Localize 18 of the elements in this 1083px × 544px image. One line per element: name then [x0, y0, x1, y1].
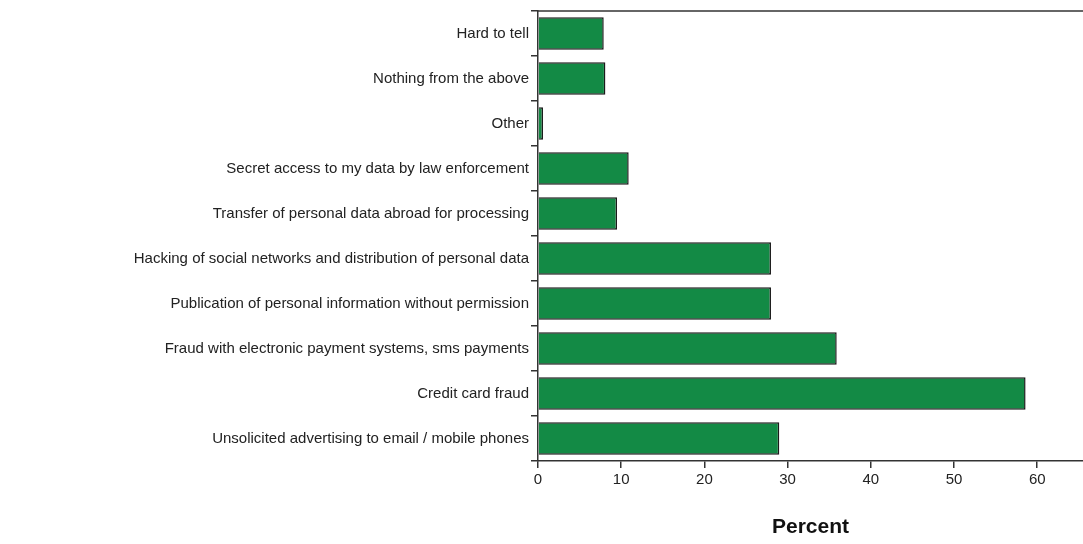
y-tick-label: Transfer of personal data abroad for processing [212, 203, 529, 221]
y-tick-label: Credit card fraud [417, 383, 529, 401]
y-tick-label: Unsolicited advertising to email / mobile phones [212, 428, 529, 446]
x-tick-label: 60 [1028, 470, 1046, 488]
x-tick-label: 30 [779, 470, 796, 488]
y-tick-label: Secret access to my data by law enforcement [226, 158, 530, 176]
y-tick-label: Fraud with electronic payment systems, sms payments [164, 338, 529, 356]
x-tick-label: 50 [945, 470, 963, 488]
y-tick-label: Nothing from the above [373, 68, 529, 86]
x-tick-label: 20 [696, 470, 713, 488]
y-tick-label: Hacking of social networks and distribution of personal data [133, 248, 530, 266]
x-tick-label: 0 [533, 470, 543, 488]
x-axis-title: Percent [771, 514, 850, 538]
y-tick-label: Publication of personal information without permission [170, 293, 529, 311]
y-tick-label: Other [491, 113, 529, 131]
x-tick-label: 40 [862, 470, 880, 488]
y-tick-label: Hard to tell [456, 23, 529, 41]
x-tick-label: 10 [612, 470, 630, 488]
